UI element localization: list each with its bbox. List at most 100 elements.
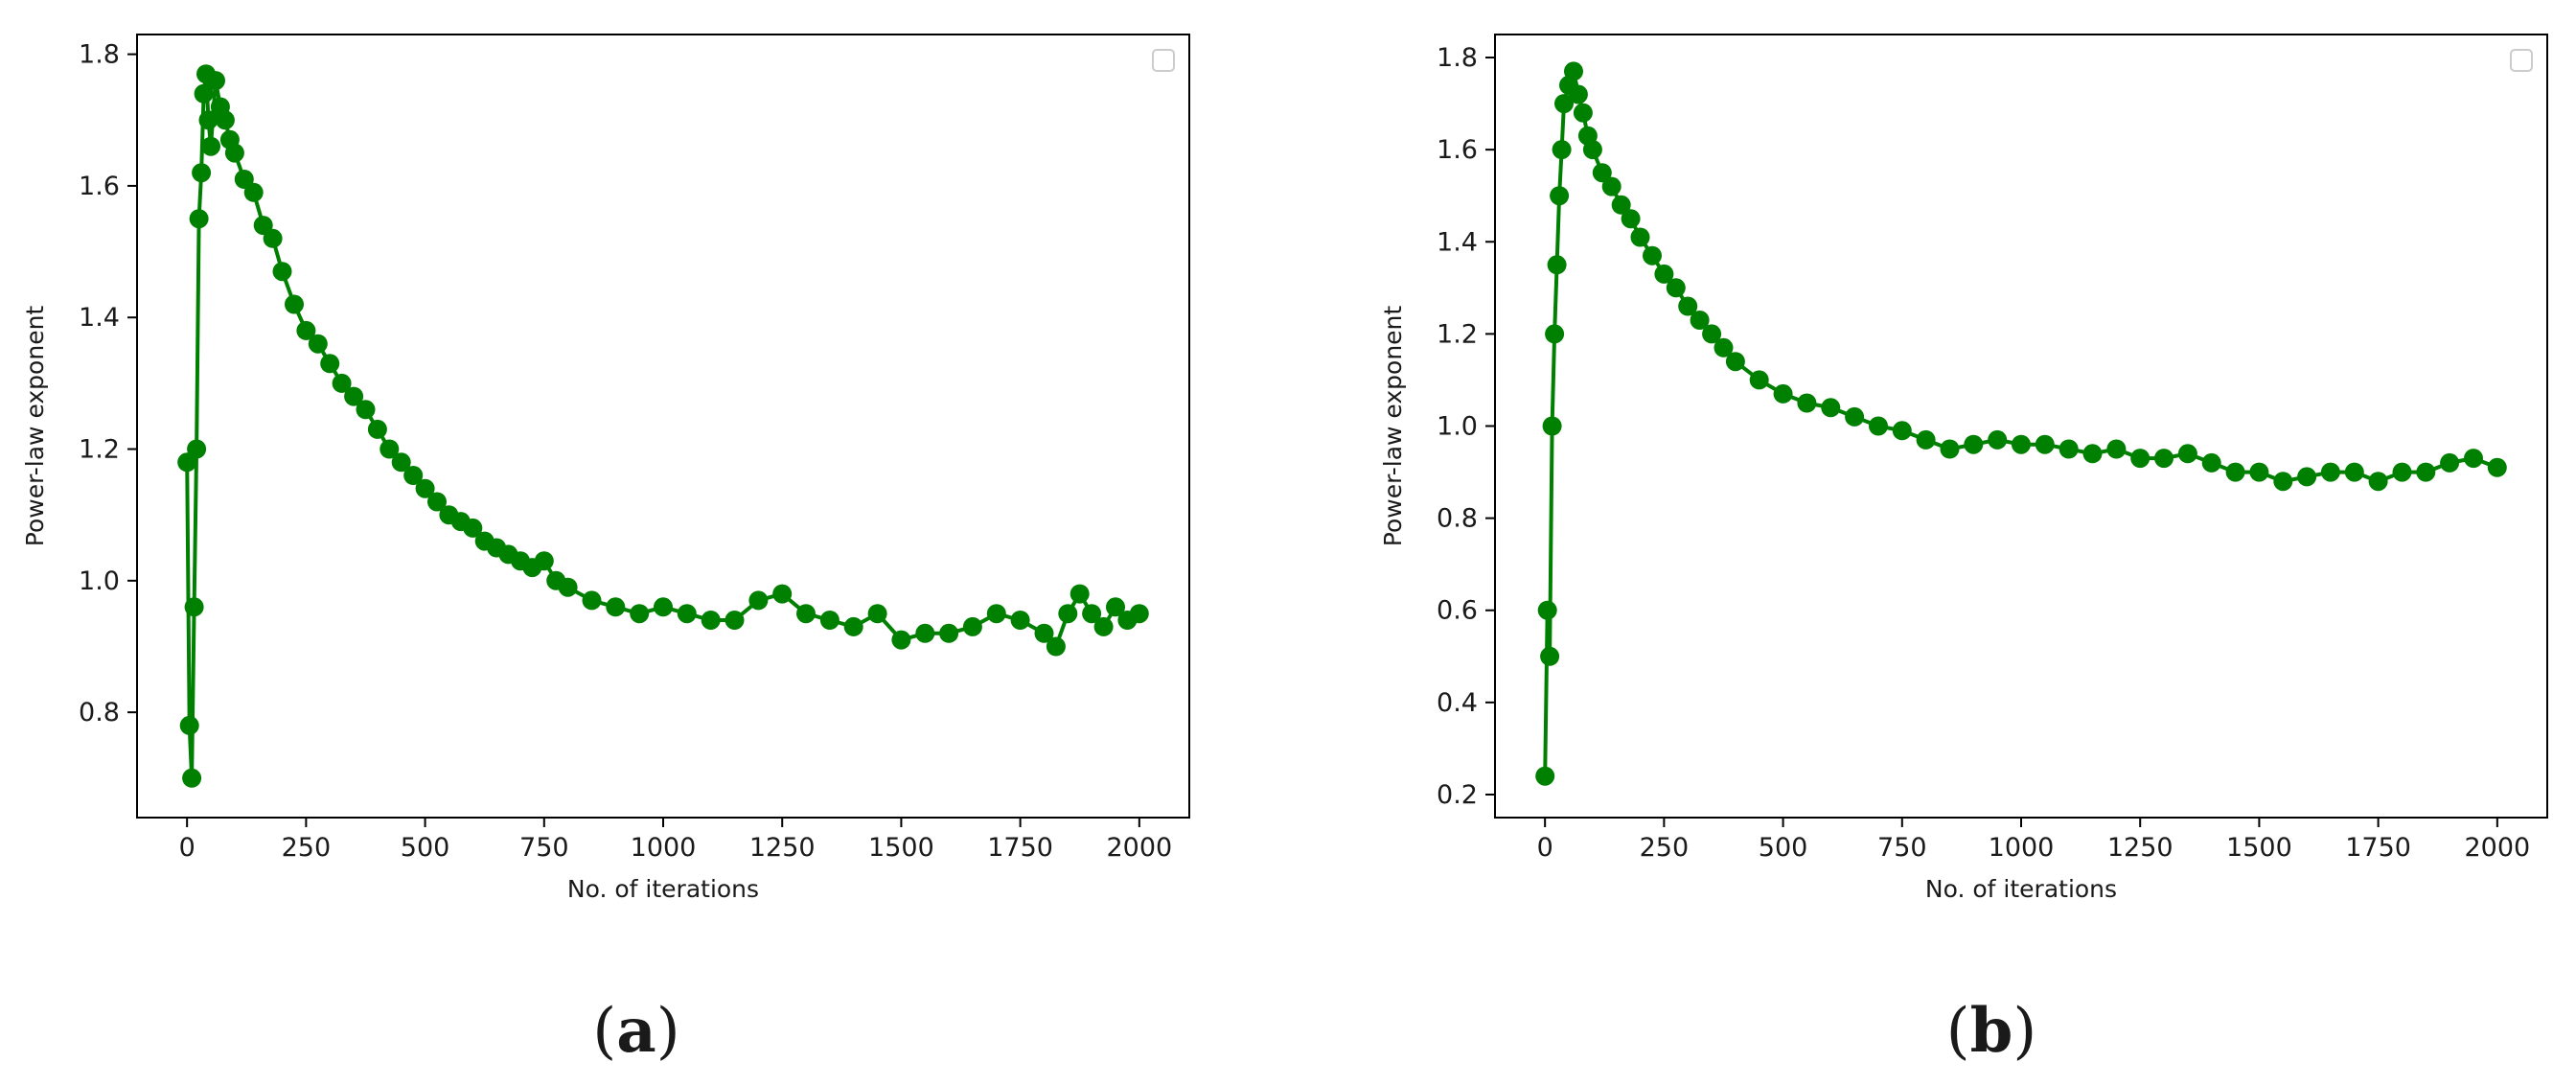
x-axis-label: No. of iterations (1925, 875, 2117, 903)
data-point (2106, 439, 2127, 459)
data-point (463, 518, 483, 538)
data-point (654, 597, 673, 617)
data-point (308, 334, 328, 354)
legend-box (1152, 49, 1175, 72)
y-tick-label: 1.6 (1437, 135, 1478, 165)
data-point (2440, 452, 2460, 473)
data-point (2344, 462, 2364, 482)
data-point (194, 83, 214, 104)
data-point (2130, 449, 2150, 469)
data-point (1630, 227, 1650, 247)
data-point (285, 294, 304, 314)
x-tick-label: 1750 (2345, 833, 2411, 863)
x-tick-label: 1250 (2107, 833, 2174, 863)
data-point (1988, 429, 2008, 450)
data-point (891, 630, 911, 650)
data-point (1554, 94, 1574, 114)
data-point (1129, 604, 1149, 624)
data-point (198, 110, 218, 130)
data-point (677, 604, 697, 624)
data-point (391, 452, 411, 473)
data-point (1093, 616, 1114, 636)
plot-panel-b: 0 250 500 750 1000 1250 1500 1750 2000 0.2 0.4 0.6 0… (1379, 34, 2548, 903)
data-point (184, 597, 204, 617)
data-point (224, 143, 244, 163)
legend-box (2510, 49, 2533, 72)
y-tick-label: 1.0 (1437, 412, 1478, 442)
data-point (2012, 434, 2031, 454)
data-point (320, 354, 340, 374)
data-point (2082, 444, 2103, 464)
data-point (867, 604, 887, 624)
data-point (962, 616, 982, 636)
data-point (2487, 457, 2507, 477)
data-point (1892, 421, 1912, 441)
data-point (1821, 398, 1841, 418)
data-point (2154, 449, 2174, 469)
data-point (1611, 195, 1631, 215)
data-point (2035, 434, 2055, 454)
data-point (2225, 462, 2245, 482)
y-tick-label: 1.2 (1437, 319, 1478, 349)
data-point (344, 386, 364, 406)
data-point (1010, 611, 1030, 630)
data-point (1964, 434, 1984, 454)
x-tick-label: 1000 (631, 833, 697, 863)
x-tick-label: 250 (1640, 833, 1690, 863)
data-point (558, 577, 578, 597)
data-point (2416, 462, 2436, 482)
x-tick-label: 2000 (1106, 833, 1172, 863)
y-axis-label: Power-law exponent (21, 306, 49, 547)
data-point (1601, 176, 1622, 196)
data-point (772, 584, 793, 604)
panel-caption-b: (b) (1946, 995, 2037, 1067)
data-point (915, 623, 935, 643)
data-point (1797, 393, 1817, 413)
data-point (187, 439, 207, 459)
data-point (201, 136, 220, 156)
data-point (272, 262, 292, 282)
data-point (1916, 429, 1936, 450)
data-point (1564, 61, 1583, 81)
data-point (2464, 449, 2483, 469)
x-axis-label: No. of iterations (567, 875, 759, 903)
data-point (356, 400, 376, 420)
data-point (939, 623, 959, 643)
data-point (1535, 766, 1555, 786)
data-point (1773, 383, 1793, 404)
data-point (796, 604, 816, 624)
data-point (1540, 646, 1560, 666)
x-tick-label: 1750 (987, 833, 1053, 863)
data-point (582, 590, 602, 611)
data-point (724, 611, 745, 630)
data-point (748, 590, 769, 611)
data-point (1552, 140, 1572, 160)
data-point (1545, 324, 1565, 344)
x-tick-label: 750 (519, 833, 569, 863)
data-point (1547, 255, 1567, 275)
x-tick-label: 500 (401, 833, 450, 863)
x-tick-label: 750 (1877, 833, 1927, 863)
data-point (1690, 311, 1710, 330)
data-point (234, 170, 254, 189)
y-tick-label: 0.8 (79, 698, 120, 727)
data-point (1643, 245, 1662, 265)
y-tick-label: 1.8 (79, 40, 120, 70)
data-point (2058, 439, 2079, 459)
data-point (1592, 163, 1612, 183)
data-point (263, 228, 283, 248)
data-point (177, 452, 197, 473)
data-point (2201, 452, 2221, 473)
data-point (1678, 296, 1698, 316)
x-tick-label: 0 (1537, 833, 1553, 863)
data-point (1749, 370, 1769, 390)
data-point (2249, 462, 2269, 482)
data-point (243, 182, 264, 202)
y-axis-label: Power-law exponent (1379, 306, 1407, 547)
data-point (1725, 352, 1745, 372)
y-tick-label: 1.0 (79, 566, 120, 596)
y-tick-label: 0.8 (1437, 504, 1478, 534)
x-tick-label: 2000 (2464, 833, 2530, 863)
data-point (215, 110, 235, 130)
data-point (332, 373, 352, 393)
